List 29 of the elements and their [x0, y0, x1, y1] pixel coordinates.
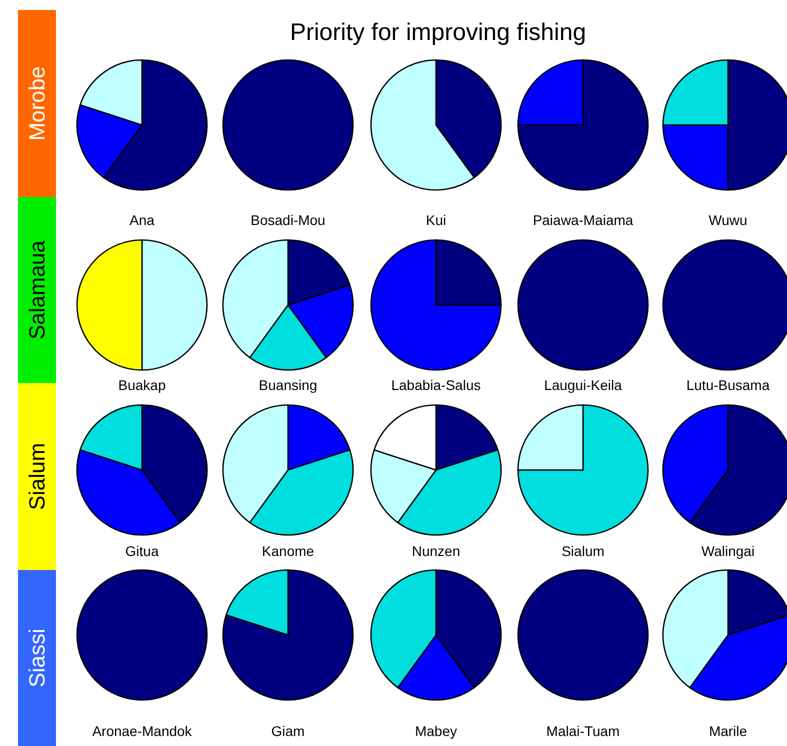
text: Buakap — [118, 377, 166, 393]
text: Walingai — [701, 543, 755, 559]
text: Buansing — [258, 377, 318, 393]
text: Priority for improving fishing — [290, 19, 586, 46]
text: Sialum — [562, 543, 604, 559]
pie-slice — [517, 404, 649, 536]
pie-slice — [517, 59, 649, 191]
text: Paiawa-Maiama — [532, 212, 634, 228]
text: Kanome — [262, 543, 314, 559]
text: Mabey — [414, 723, 458, 739]
text: Sialum — [24, 442, 50, 510]
text: Kui — [426, 212, 446, 228]
text: Malai-Tuam — [546, 723, 620, 739]
text: Gitua — [125, 543, 159, 559]
text: Salamaua — [24, 240, 50, 340]
text: Aronae-Mandok — [92, 723, 193, 739]
text: Bosadi-Mou — [250, 212, 326, 228]
text: Lababia-Salus — [391, 377, 481, 393]
text: Ana — [130, 212, 155, 228]
text: Marile — [708, 723, 748, 739]
text: Siassi — [24, 628, 50, 688]
text: Laugui-Keila — [544, 377, 622, 393]
text: Nunzen — [412, 543, 460, 559]
pie-slice — [370, 239, 502, 371]
text: Giam — [271, 723, 305, 739]
text: Wuwu — [708, 212, 748, 228]
text: Lutu-Busama — [686, 377, 770, 393]
pie-slice — [222, 569, 354, 701]
text: Morobe — [24, 66, 50, 141]
